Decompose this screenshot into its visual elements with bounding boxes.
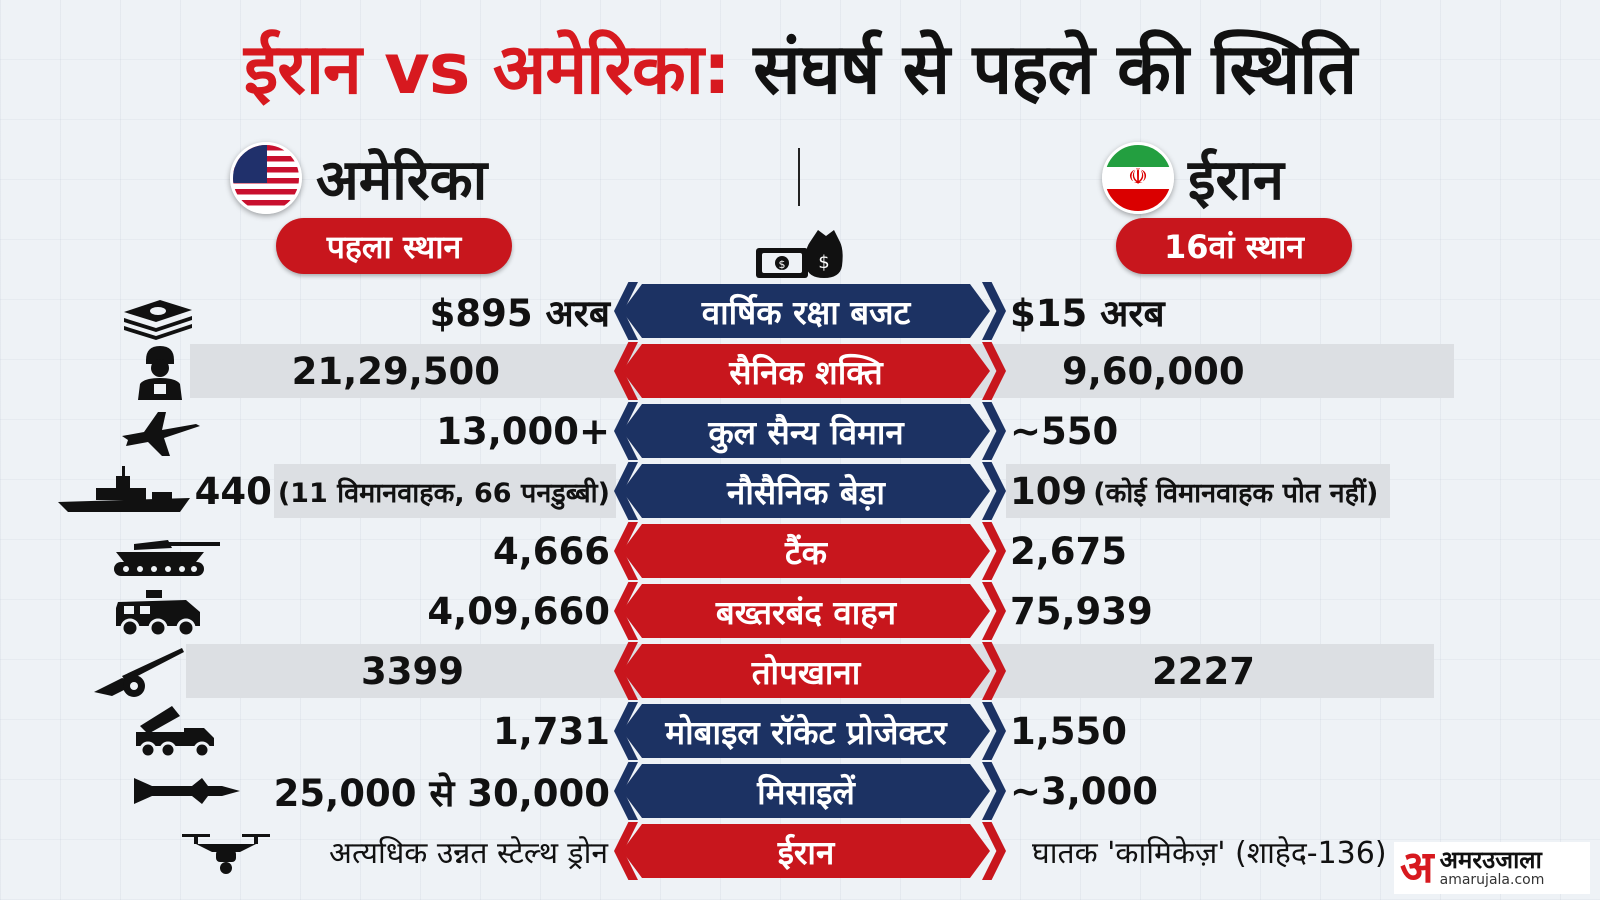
- usa-value: 4,09,660: [427, 589, 610, 633]
- logo-domain: amarujala.com: [1439, 872, 1545, 888]
- row-defense-budget: $895 अरब वार्षिक रक्षा बजट $15 अरब: [0, 282, 1600, 340]
- page-title: ईरान vs अमेरिका: संघर्ष से पहले की स्थित…: [0, 18, 1600, 114]
- tank-icon: [114, 540, 220, 576]
- usa-value: 4,666: [492, 529, 610, 573]
- usa-value: 21,29,500: [291, 349, 500, 393]
- row-missiles: 25,000 से 30,000 मिसाइलें ~3,000: [0, 762, 1600, 820]
- usa-value-main: 440: [194, 469, 272, 513]
- usa-value: 440 (11 विमानवाहक, 66 पनडुब्बी): [195, 462, 610, 520]
- row-drones: अत्यधिक उन्नत स्टेल्थ ड्रोन ईरान घातक 'क…: [0, 822, 1600, 880]
- row-aircraft: 13,000+ कुल सैन्य विमान ~550: [0, 402, 1600, 460]
- iran-value: 75,939: [1010, 589, 1153, 633]
- usa-value: $895 अरब: [429, 291, 610, 335]
- title-highlight: ईरान vs अमेरिका:: [243, 28, 731, 110]
- usa-value: 25,000 से 30,000: [273, 771, 610, 815]
- logo-mark: अ: [1400, 842, 1434, 893]
- category-label: टैंक: [622, 524, 990, 578]
- iran-header: ईरान: [1102, 140, 1284, 216]
- usa-flag-icon: [230, 142, 302, 214]
- rocket-launcher-icon: [136, 706, 214, 759]
- iran-value: घातक 'कामिकेज़' (शाहेद-136): [1032, 835, 1387, 871]
- row-band: [274, 464, 616, 518]
- artillery-icon: [94, 648, 184, 697]
- warship-icon: [58, 466, 190, 512]
- armored-vehicle-icon: [116, 590, 200, 638]
- row-band: [1006, 464, 1390, 518]
- iran-flag-icon: [1102, 142, 1174, 214]
- usa-value: 3399: [361, 649, 464, 693]
- category-label: कुल सैन्य विमान: [622, 404, 990, 458]
- iran-value: ~550: [1010, 409, 1119, 453]
- logo-brand: अमरउजाला: [1439, 846, 1542, 874]
- row-tanks: 4,666 टैंक 2,675: [0, 522, 1600, 580]
- usa-value: 1,731: [492, 709, 610, 753]
- category-label: मिसाइलें: [622, 764, 990, 818]
- title-rest: संघर्ष से पहले की स्थिति: [729, 28, 1357, 110]
- row-navy: 440 (11 विमानवाहक, 66 पनडुब्बी) नौसैनिक …: [0, 462, 1600, 520]
- iran-value: $15 अरब: [1010, 291, 1165, 335]
- iran-value-note: (कोई विमानवाहक पोत नहीं): [1093, 477, 1379, 509]
- svg-text:$: $: [818, 252, 829, 273]
- category-label: मोबाइल रॉकेट प्रोजेक्टर: [622, 704, 990, 758]
- drone-icon: [182, 834, 270, 874]
- iran-value: 2,675: [1010, 529, 1128, 573]
- center-divider: [798, 148, 800, 206]
- amarujala-logo: अ अमरउजाला amarujala.com: [1394, 842, 1590, 894]
- money-bag-icon: $ $: [756, 230, 843, 278]
- category-label: बख्तरबंद वाहन: [622, 584, 990, 638]
- usa-rank-badge: पहला स्थान: [276, 218, 512, 274]
- cash-stack-icon: [124, 300, 192, 340]
- row-troops: 21,29,500 सैनिक शक्ति 9,60,000: [0, 342, 1600, 400]
- iran-value-main: 109: [1010, 469, 1088, 513]
- category-label: तोपखाना: [622, 644, 990, 698]
- svg-text:$: $: [779, 258, 786, 271]
- missile-icon: [134, 778, 240, 804]
- fighter-jet-icon: [122, 412, 200, 456]
- category-label: नौसैनिक बेड़ा: [622, 464, 990, 518]
- usa-name: अमेरिका: [316, 148, 488, 213]
- iran-value: ~3,000: [1010, 769, 1159, 813]
- category-label: ईरान: [622, 824, 990, 878]
- usa-value-note: (11 विमानवाहक, 66 पनडुब्बी): [277, 477, 610, 509]
- iran-value: 9,60,000: [1062, 349, 1245, 393]
- category-label: वार्षिक रक्षा बजट: [622, 284, 990, 338]
- iran-name: ईरान: [1188, 148, 1284, 213]
- usa-value: 13,000+: [436, 409, 610, 453]
- usa-header: अमेरिका: [230, 140, 487, 216]
- iran-value: 2227: [1152, 649, 1255, 693]
- row-armored: 4,09,660 बख्तरबंद वाहन 75,939: [0, 582, 1600, 640]
- iran-rank-badge: 16वां स्थान: [1116, 218, 1352, 274]
- category-label: सैनिक शक्ति: [622, 344, 990, 398]
- iran-value: 109 (कोई विमानवाहक पोत नहीं): [1010, 462, 1378, 520]
- row-artillery: 3399 तोपखाना 2227: [0, 642, 1600, 700]
- row-rocket-projector: 1,731 मोबाइल रॉकेट प्रोजेक्टर 1,550: [0, 702, 1600, 760]
- soldier-icon: [138, 346, 182, 400]
- iran-value: 1,550: [1010, 709, 1128, 753]
- usa-value: अत्यधिक उन्नत स्टेल्थ ड्रोन: [329, 835, 608, 871]
